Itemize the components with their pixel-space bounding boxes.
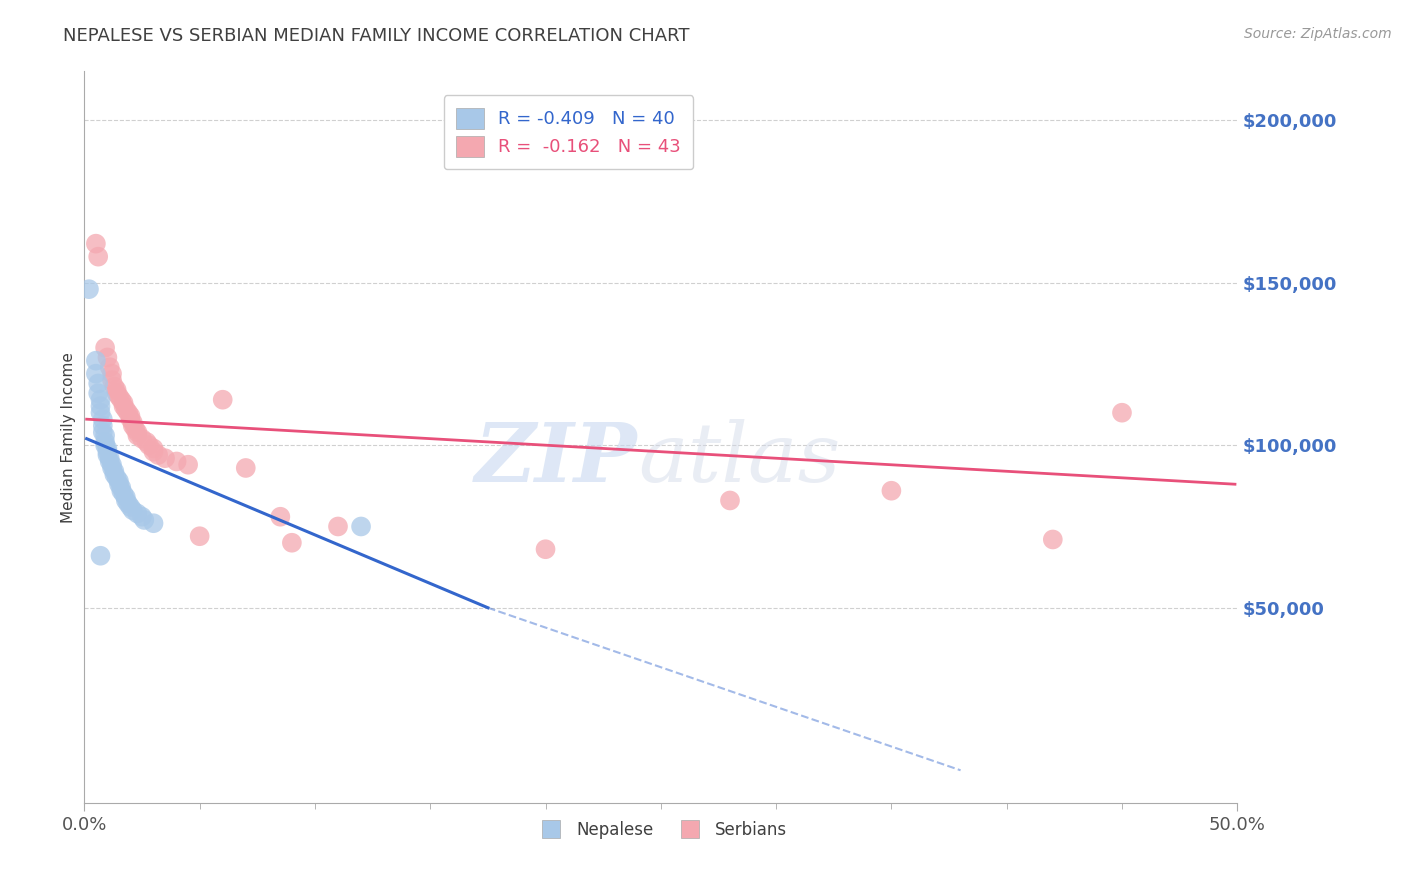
Point [103,467,125,482]
Point [101,367,124,381]
Point [127,428,149,442]
Point [84,367,107,381]
Point [101,373,124,387]
Point [235,461,257,475]
Point [91,412,114,426]
Point [89,406,111,420]
Point [105,386,128,401]
Text: ZIP: ZIP [475,419,638,499]
Point [166,454,188,468]
Point [89,549,111,563]
Point [98,360,121,375]
Point [108,474,131,488]
Point [188,529,211,543]
Point [103,464,125,478]
Point [94,434,117,449]
Point [87,250,110,264]
Point [94,341,117,355]
Point [1042,533,1064,547]
Point [115,490,138,504]
Point [112,396,135,410]
Legend: Nepalese, Serbians: Nepalese, Serbians [527,814,794,846]
Point [96,442,118,456]
Point [110,392,132,407]
Point [84,353,107,368]
Point [96,448,118,462]
Point [718,493,741,508]
Point [108,389,131,403]
Point [142,444,165,458]
Point [124,422,146,436]
Point [326,519,349,533]
Point [153,451,176,466]
Point [96,444,118,458]
Point [880,483,903,498]
Point [135,434,157,449]
Point [211,392,233,407]
Point [77,282,100,296]
Point [127,425,149,440]
Point [131,432,153,446]
Point [91,425,114,440]
Point [121,503,143,517]
Point [120,500,142,514]
Point [142,516,165,531]
Point [108,477,131,491]
Point [105,383,128,397]
Point [120,412,142,426]
Point [115,493,138,508]
Point [350,519,373,533]
Y-axis label: Median Family Income: Median Family Income [60,351,76,523]
Text: Source: ZipAtlas.com: Source: ZipAtlas.com [1244,27,1392,41]
Point [96,351,118,365]
Point [91,418,114,433]
Point [98,451,121,466]
Point [112,487,135,501]
Point [117,497,139,511]
Point [101,461,124,475]
Point [87,386,110,401]
Point [110,483,132,498]
Point [131,509,153,524]
Point [117,406,139,420]
Point [177,458,200,472]
Point [269,509,291,524]
Point [87,376,110,391]
Point [94,438,117,452]
Point [94,428,117,442]
Text: NEPALESE VS SERBIAN MEDIAN FAMILY INCOME CORRELATION CHART: NEPALESE VS SERBIAN MEDIAN FAMILY INCOME… [63,27,690,45]
Point [138,438,160,452]
Point [121,418,143,433]
Point [89,399,111,413]
Point [103,380,125,394]
Point [115,402,138,417]
Point [281,535,304,549]
Point [98,454,121,468]
Point [146,448,169,462]
Point [120,409,142,423]
Point [101,458,124,472]
Point [121,416,143,430]
Point [534,542,557,557]
Point [84,236,107,251]
Point [134,513,156,527]
Point [110,480,132,494]
Point [105,471,128,485]
Point [142,442,165,456]
Point [127,507,149,521]
Text: atlas: atlas [638,419,841,499]
Point [89,392,111,407]
Point [1111,406,1133,420]
Point [112,399,135,413]
